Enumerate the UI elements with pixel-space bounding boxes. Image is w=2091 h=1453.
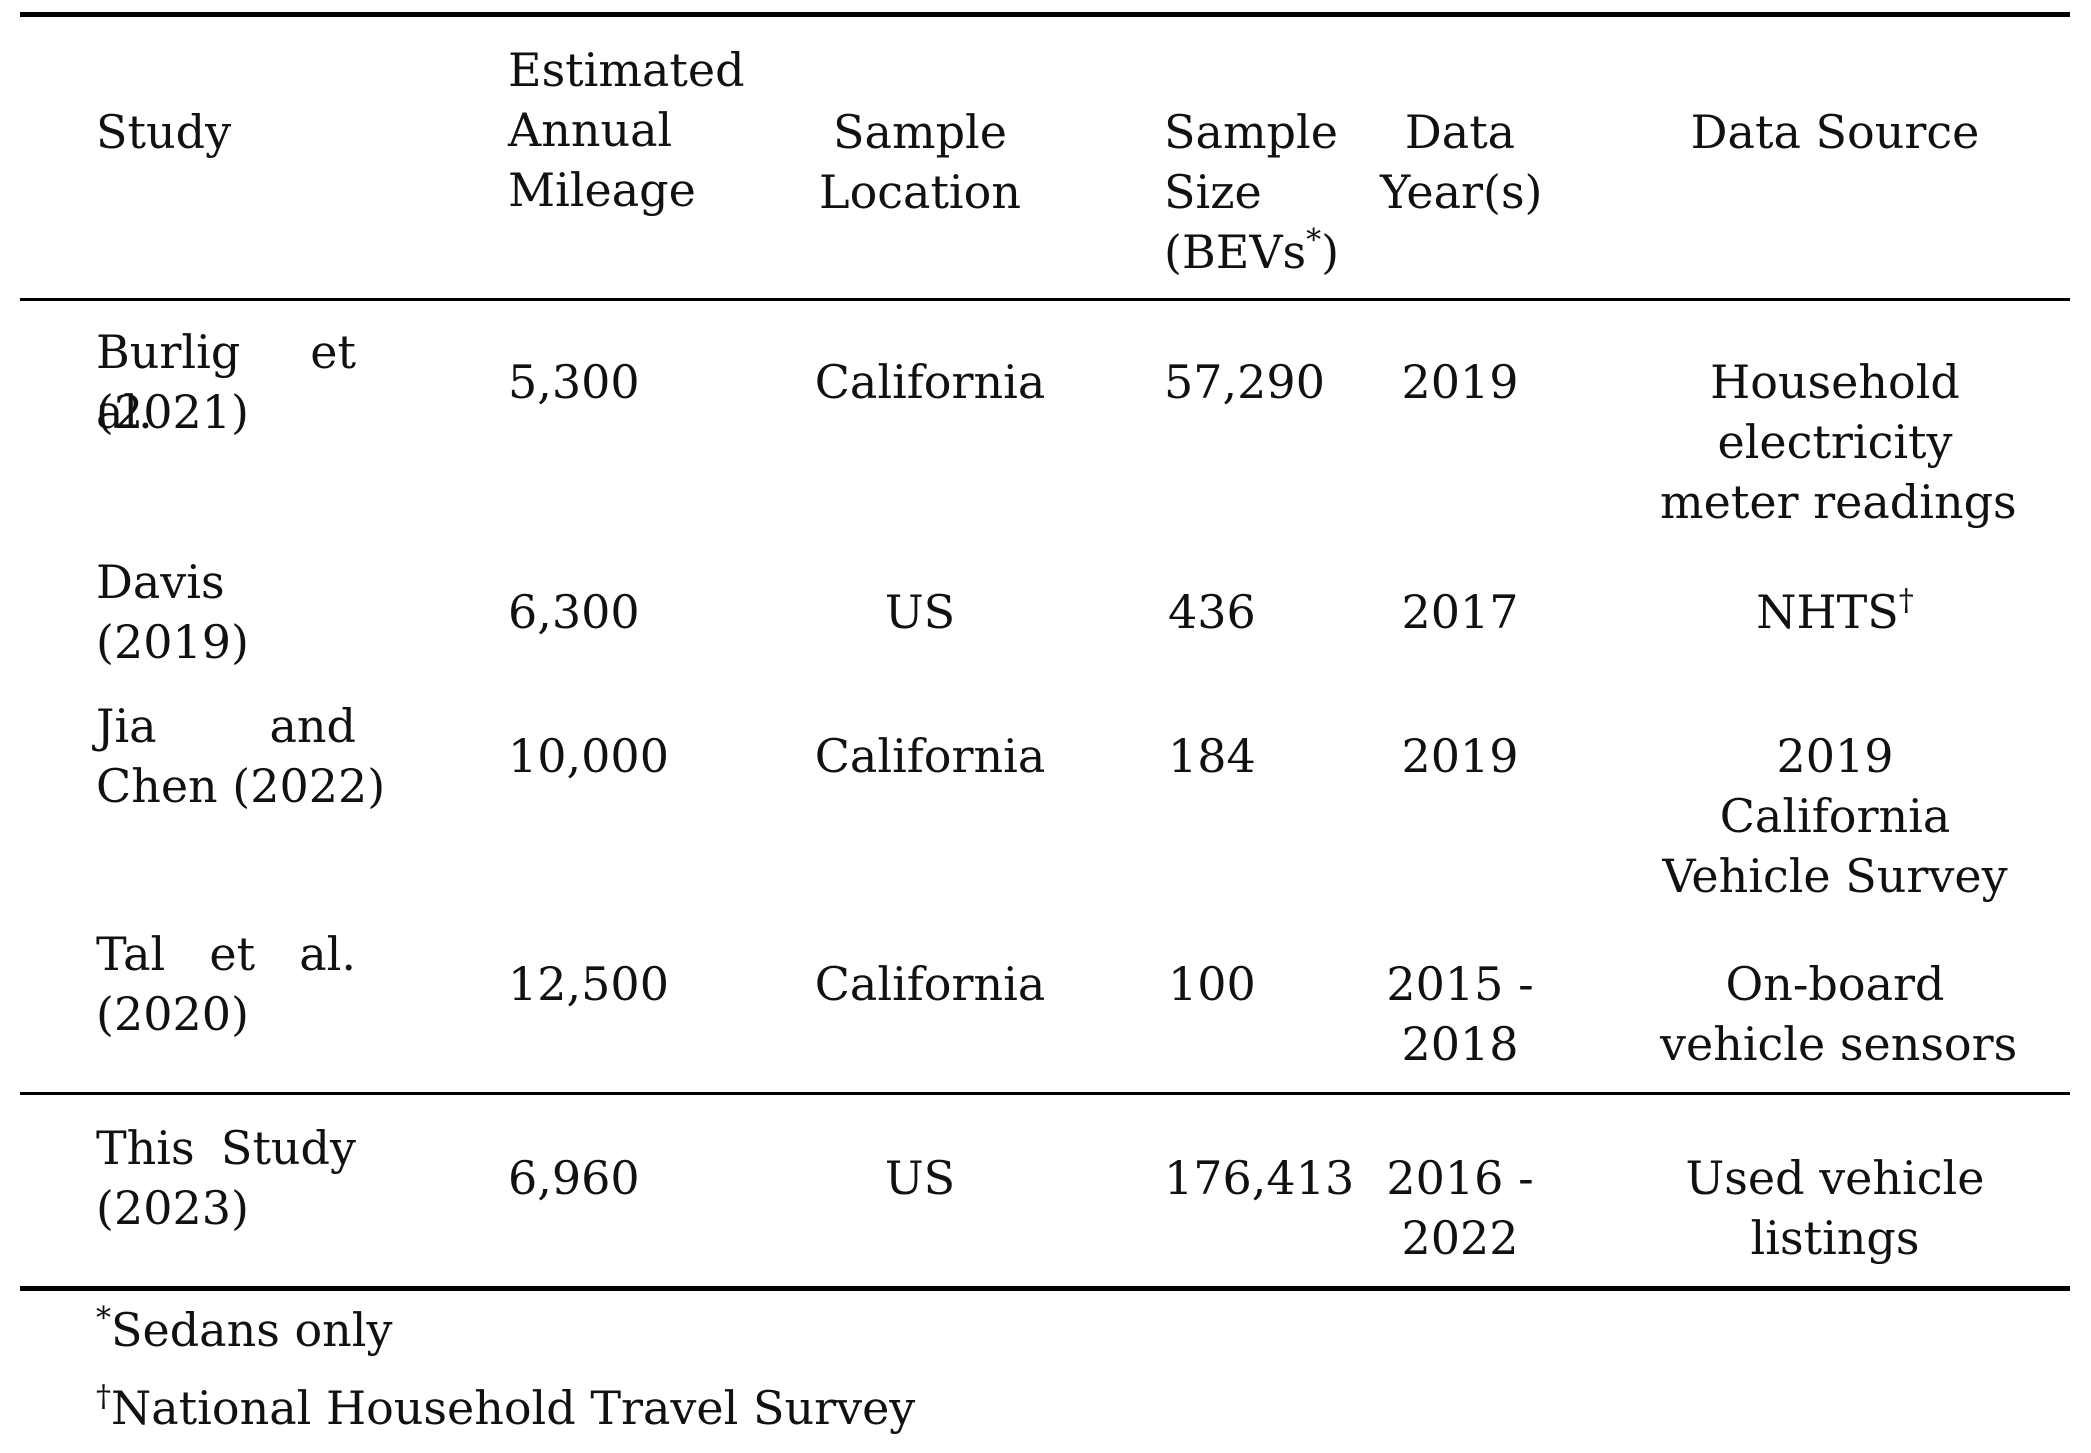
year-cell: 2019 — [1401, 729, 1519, 783]
year-cell: 2019 — [1401, 355, 1519, 409]
source-cell: On-board vehicle sensors — [1660, 957, 2018, 1071]
mileage-cell: 6,300 — [508, 585, 640, 639]
location-cell: US — [884, 585, 956, 639]
mileage-cell: 10,000 — [508, 729, 669, 783]
study-cell-line2: (2020) — [96, 987, 249, 1041]
study-cell: Tal et al. — [96, 927, 356, 981]
source-cell: Used vehicle listings — [1685, 1151, 1985, 1265]
size-cell: 436 — [1168, 585, 1256, 639]
header-mileage: Estimated Annual Mileage — [508, 43, 745, 217]
bottom-rule — [20, 1286, 2070, 1291]
footnote-sedans: *Sedans only — [96, 1301, 393, 1357]
top-rule — [20, 12, 2070, 17]
size-cell: 184 — [1168, 729, 1256, 783]
study-cell: Burlig et al. — [96, 325, 356, 439]
size-cell: 176,413 — [1164, 1151, 1355, 1205]
header-study: Study — [96, 105, 232, 159]
study-cell: This Study — [96, 1121, 356, 1175]
year-cell: 2015 - 2018 — [1386, 957, 1534, 1071]
header-rule — [20, 298, 2070, 301]
footnote-nhts: †National Household Travel Survey — [96, 1379, 916, 1435]
location-cell: California — [814, 355, 1046, 409]
year-cell: 2016 - 2022 — [1386, 1151, 1534, 1265]
location-cell: US — [884, 1151, 956, 1205]
mileage-cell: 5,300 — [508, 355, 640, 409]
source-cell: Household electricity meter readings — [1660, 355, 2017, 529]
study-cell-line2: Chen (2022) — [96, 759, 386, 813]
header-location: Sample Location — [819, 105, 1021, 219]
source-cell: 2019 California Vehicle Survey — [1662, 729, 2008, 903]
header-size: Sample Size (BEVs*) — [1164, 105, 1340, 279]
mileage-cell: 6,960 — [508, 1151, 640, 1205]
study-cell: Jia and — [96, 699, 356, 753]
mileage-cell: 12,500 — [508, 957, 669, 1011]
header-source: Data Source — [1690, 105, 1980, 159]
size-cell: 57,290 — [1164, 355, 1325, 409]
study-cell-line2: (2023) — [96, 1181, 249, 1235]
source-cell: NHTS† — [1756, 583, 1914, 639]
year-cell: 2017 — [1401, 585, 1519, 639]
size-cell: 100 — [1168, 957, 1256, 1011]
location-cell: California — [814, 729, 1046, 783]
study-cell: Davis (2019) — [96, 555, 249, 669]
header-year: Data Year(s) — [1380, 105, 1543, 219]
location-cell: California — [814, 957, 1046, 1011]
body-rule — [20, 1092, 2070, 1095]
study-cell-line2: (2021) — [96, 385, 249, 439]
